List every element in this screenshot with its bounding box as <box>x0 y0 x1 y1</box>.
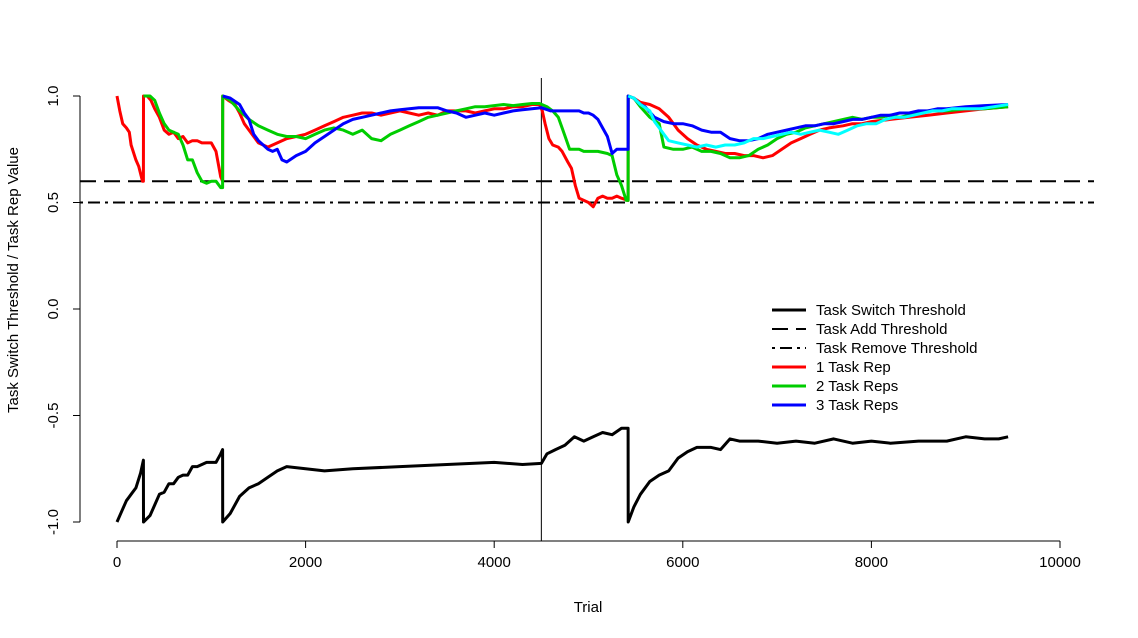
legend-label: 3 Task Reps <box>816 397 898 414</box>
x-tick-label: 6000 <box>666 554 699 571</box>
y-tick-label: -1.0 <box>45 509 62 535</box>
y-axis-title: Task Switch Threshold / Task Rep Value <box>5 147 22 413</box>
y-tick-label: -0.5 <box>45 403 62 429</box>
plot-area <box>80 78 1094 541</box>
legend: Task Switch Threshold Task Add Threshold T… <box>772 302 977 414</box>
x-axis: 0 2000 4000 6000 8000 10000 <box>113 540 1081 571</box>
y-axis: -1.0 -0.5 0.0 0.5 1.0 <box>45 86 81 535</box>
1-task-rep-line <box>115 94 1009 209</box>
y-tick-label: 0.0 <box>45 299 62 320</box>
y-tick-label: 1.0 <box>45 86 62 107</box>
x-axis-title: Trial <box>574 599 603 616</box>
3-task-reps-line <box>222 94 1009 164</box>
legend-label: Task Remove Threshold <box>816 340 977 357</box>
legend-label: 1 Task Rep <box>816 359 891 376</box>
legend-label: Task Add Threshold <box>816 321 947 338</box>
legend-label: Task Switch Threshold <box>816 302 966 319</box>
x-tick-label: 0 <box>113 554 121 571</box>
task-switch-threshold-line <box>115 426 1009 524</box>
y-tick-label: 0.5 <box>45 192 62 213</box>
x-tick-label: 10000 <box>1039 554 1081 571</box>
x-tick-label: 4000 <box>478 554 511 571</box>
legend-label: 2 Task Reps <box>816 378 898 395</box>
extra-series-4-line <box>627 94 1009 149</box>
2-task-reps-line <box>143 94 1009 202</box>
x-tick-label: 8000 <box>855 554 888 571</box>
x-tick-label: 2000 <box>289 554 322 571</box>
